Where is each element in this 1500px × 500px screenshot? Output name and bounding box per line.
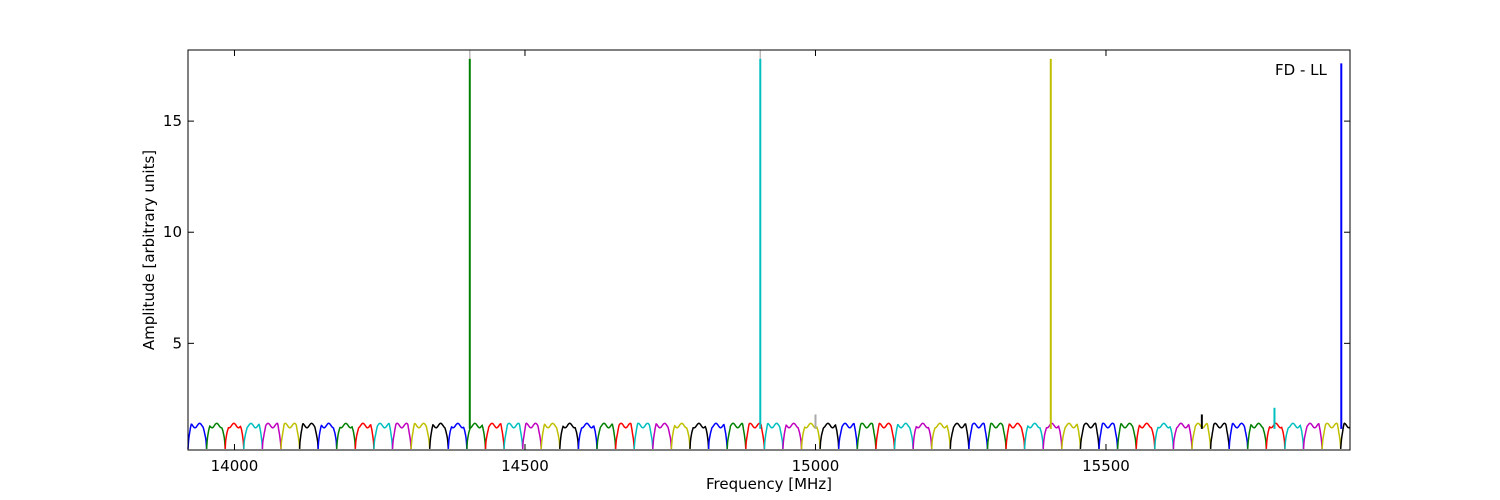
band-trace [243, 422, 264, 449]
band-trace [1209, 422, 1230, 449]
band-trace [596, 422, 617, 449]
band-trace [1339, 422, 1351, 449]
x-axis-ticks: 14000 14500 15000 15500 [211, 50, 1130, 475]
band-trace [1005, 422, 1026, 449]
band-trace [856, 422, 877, 449]
band-trace [1284, 422, 1305, 449]
band-trace [1098, 422, 1119, 449]
x-axis-label: Frequency [MHz] [706, 475, 832, 493]
band-trace [373, 422, 394, 449]
band-trace [893, 422, 914, 449]
band-trace [540, 422, 561, 449]
band-trace [1172, 422, 1193, 449]
band-trace [1042, 422, 1063, 449]
y-tick-label: 10 [163, 223, 182, 241]
y-tick-label: 15 [163, 112, 182, 130]
band-trace [726, 422, 747, 449]
x-tick-label: 15000 [792, 457, 840, 475]
band-trace [968, 422, 989, 449]
band-trace [428, 422, 450, 449]
band-trace [763, 422, 784, 449]
band-trace [577, 422, 598, 449]
band-trace [391, 422, 412, 449]
band-trace [745, 422, 766, 449]
band-trace [1061, 422, 1082, 449]
band-trace [1023, 422, 1044, 449]
y-tick-label: 5 [172, 334, 182, 352]
band-trace [1135, 422, 1156, 449]
spectrum-spikes [468, 50, 1343, 429]
band-trace [819, 422, 840, 449]
band-trace [503, 422, 524, 449]
band-trace [633, 422, 654, 449]
band-trace [1265, 422, 1286, 449]
plot-frame [187, 49, 1351, 451]
panel-annotation: FD - LL [1275, 61, 1327, 79]
band-trace [354, 422, 375, 449]
band-trace [689, 422, 710, 449]
band-trace [670, 422, 691, 449]
band-trace [521, 422, 542, 449]
band-trace [986, 422, 1007, 449]
band-trace [410, 422, 431, 449]
band-trace [1302, 422, 1323, 449]
band-trace [317, 422, 338, 449]
band-trace [187, 422, 208, 449]
band-trace [559, 422, 580, 449]
band-trace [447, 422, 468, 449]
band-trace [930, 422, 952, 449]
band-trace [875, 422, 896, 449]
band-trace [280, 422, 301, 449]
band-trace [261, 422, 282, 449]
band-trace [912, 422, 933, 449]
band-trace [1246, 422, 1268, 449]
band-trace [484, 422, 505, 449]
band-trace [1154, 422, 1175, 449]
y-axis-ticks: 5 10 15 [163, 112, 1350, 352]
band-trace [224, 422, 245, 449]
band-trace [1079, 422, 1100, 449]
band-trace [707, 422, 728, 449]
spectrum-bands [187, 422, 1351, 449]
x-tick-label: 14500 [501, 457, 549, 475]
band-trace [800, 422, 821, 449]
x-tick-label: 14000 [211, 457, 259, 475]
band-trace [652, 422, 673, 449]
band-trace [1228, 422, 1249, 449]
band-trace [837, 422, 859, 449]
band-trace [949, 422, 970, 449]
band-trace [335, 422, 357, 449]
y-axis-label: Amplitude [arbitrary units] [140, 150, 158, 350]
band-trace [298, 422, 319, 449]
band-trace [614, 422, 635, 449]
band-trace [205, 422, 226, 449]
band-trace [782, 422, 803, 449]
band-trace [1321, 422, 1342, 449]
band-trace [1116, 422, 1137, 449]
x-tick-label: 15500 [1082, 457, 1130, 475]
